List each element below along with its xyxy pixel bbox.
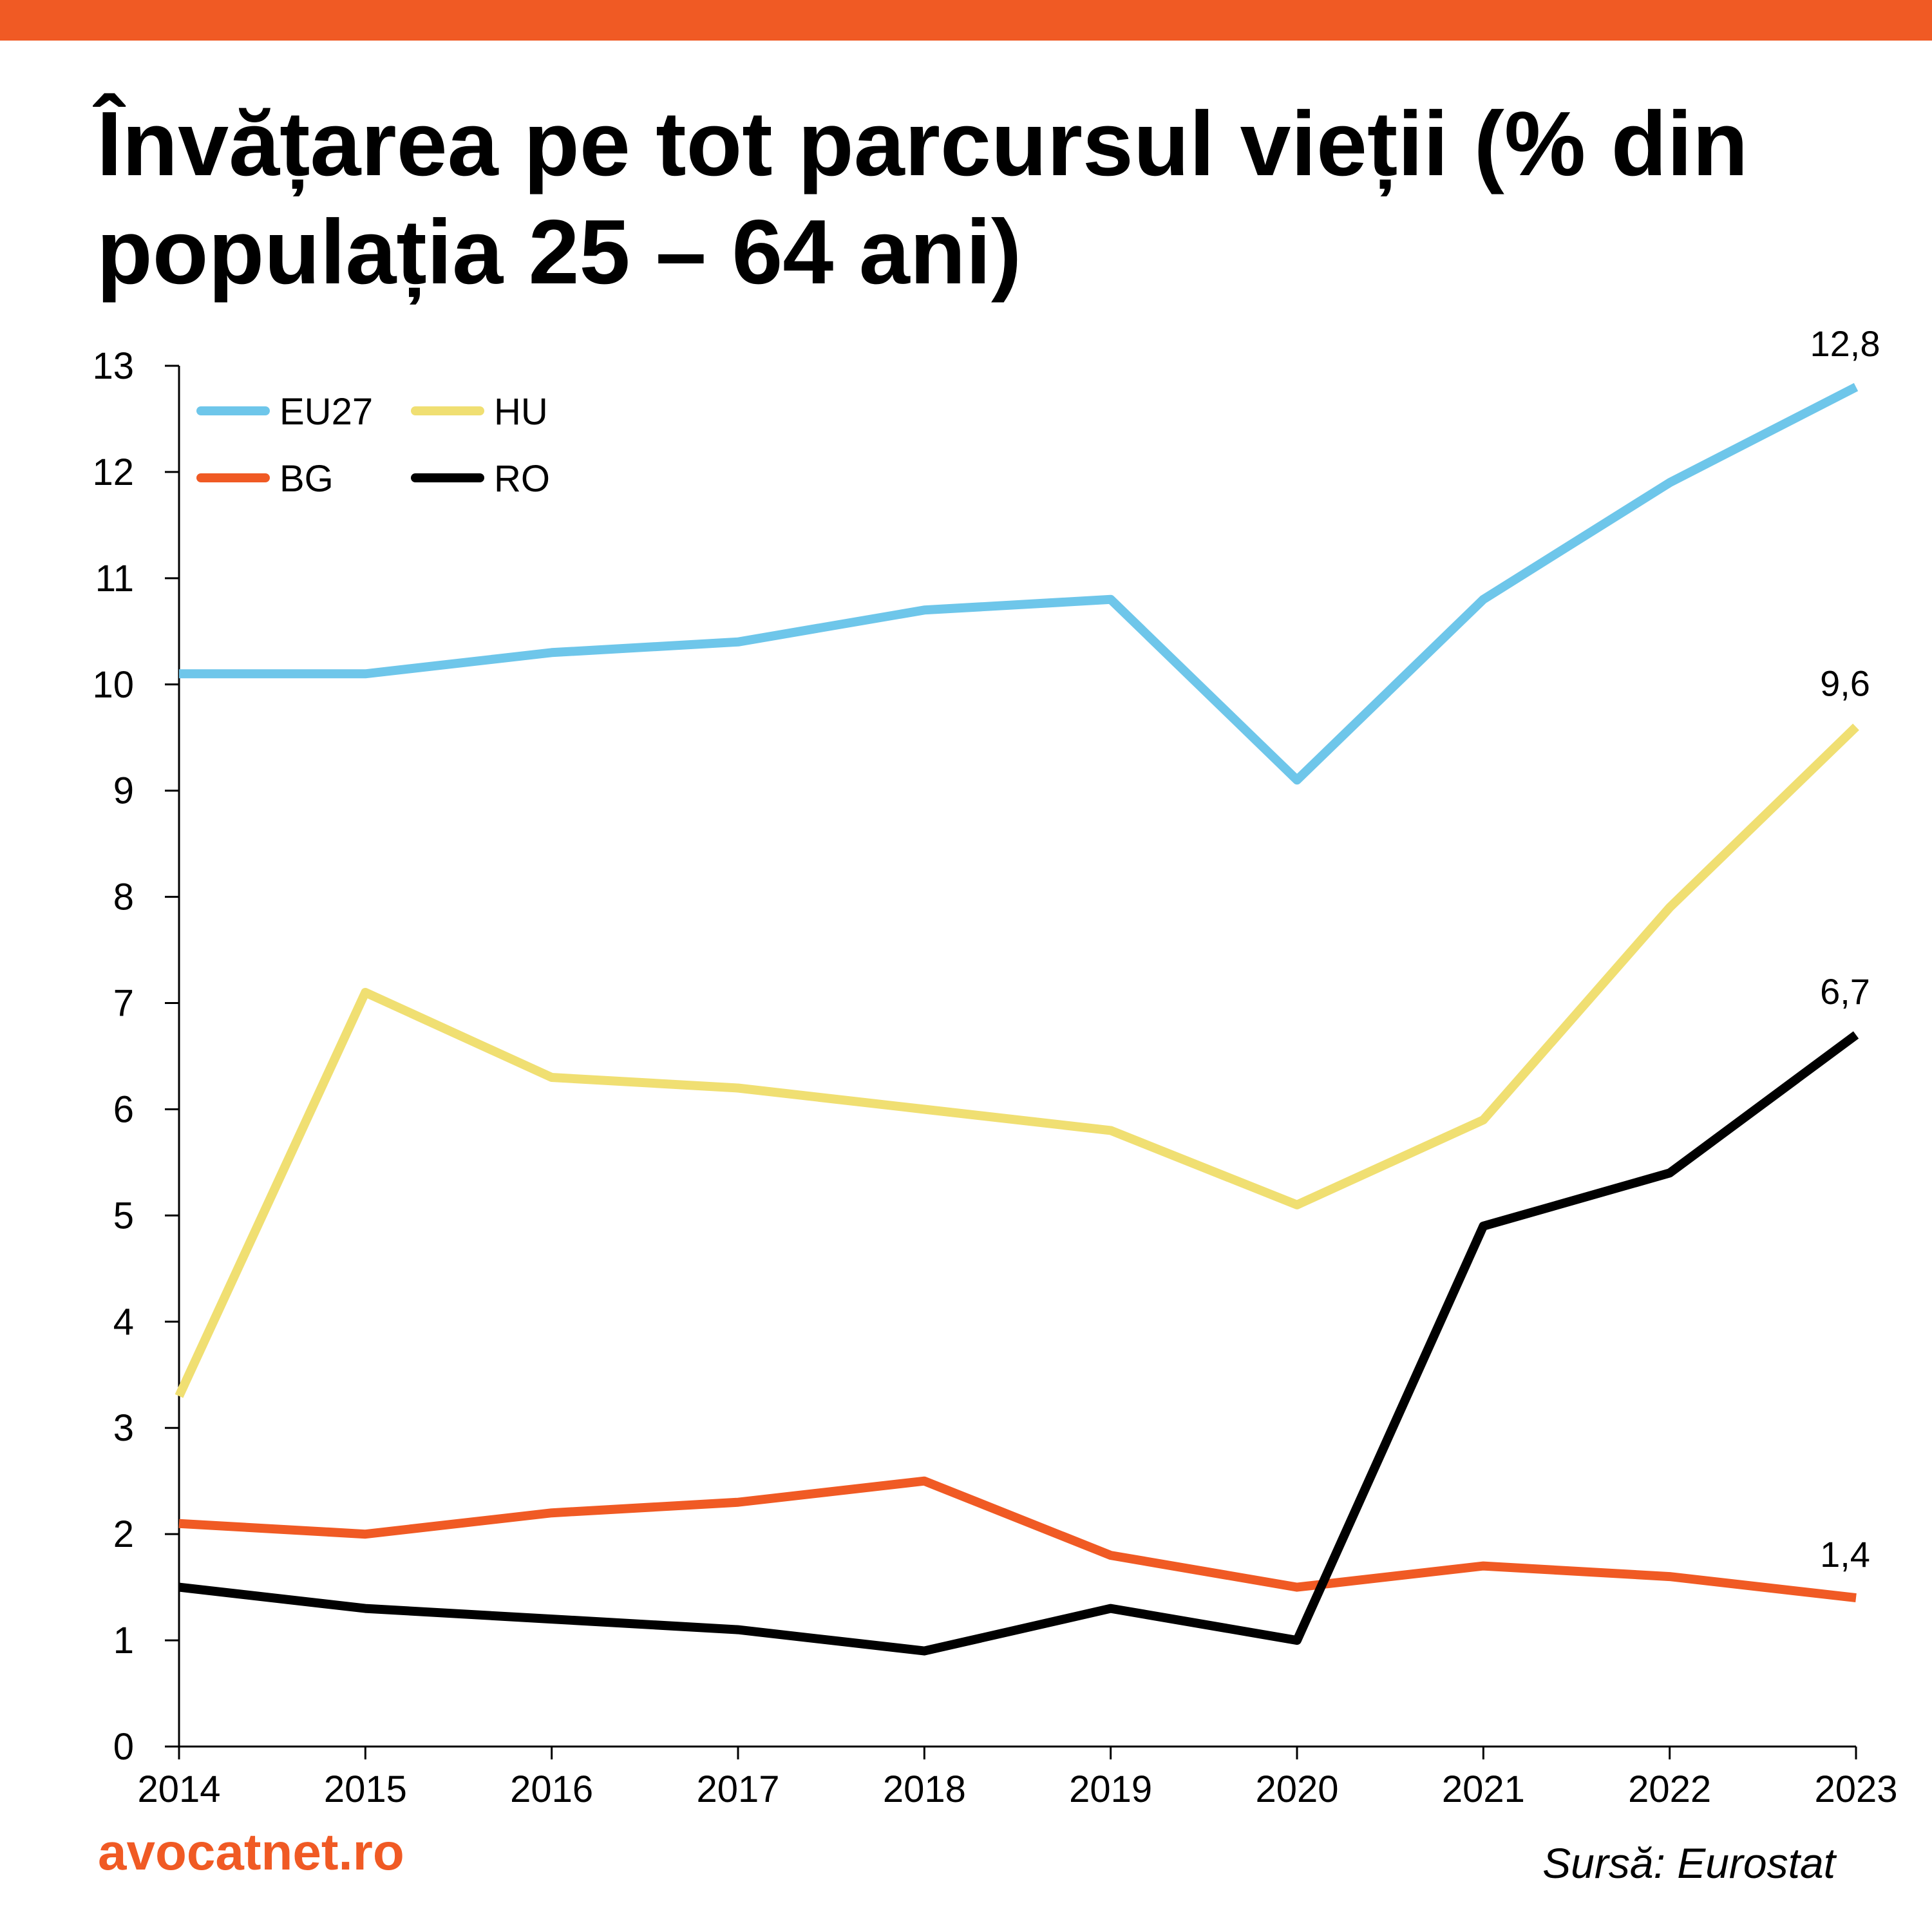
x-tick-label: 2023 [1814, 1768, 1897, 1810]
y-tick-label: 8 [113, 876, 134, 918]
end-label-hu: 9,6 [1820, 663, 1870, 704]
legend-label-bg: BG [279, 458, 334, 500]
x-tick-label: 2022 [1628, 1768, 1711, 1810]
chart-title: Învățarea pe tot parcursul vieții (% din… [97, 93, 1748, 303]
x-tick-label: 2021 [1442, 1768, 1525, 1810]
x-tick-label: 2015 [324, 1768, 407, 1810]
chart-legend: EU27 HU BG RO [196, 391, 550, 500]
x-tick-label: 2014 [137, 1768, 220, 1810]
x-tick-label: 2017 [696, 1768, 779, 1810]
brand-logo-text[interactable]: avocatnet.ro [98, 1823, 404, 1880]
chart-series-lines [175, 383, 1859, 1656]
x-tick-label: 2020 [1255, 1768, 1338, 1810]
end-label-bg: 1,4 [1820, 1534, 1870, 1575]
series-line-hu [175, 723, 1859, 1398]
x-tick-label: 2019 [1069, 1768, 1152, 1810]
top-accent-bar [0, 0, 1932, 41]
series-line-eu27 [179, 383, 1859, 785]
y-tick-label: 7 [113, 983, 134, 1025]
y-tick-label: 3 [113, 1407, 134, 1449]
legend-label-ro: RO [494, 458, 550, 500]
y-tick-label: 11 [95, 558, 134, 600]
chart-end-labels: 12,8 9,6 1,4 6,7 [1810, 323, 1880, 1575]
end-label-ro: 6,7 [1820, 971, 1870, 1012]
y-tick-label: 1 [113, 1620, 134, 1662]
x-tick-label: 2016 [510, 1768, 593, 1810]
y-tick-label: 0 [113, 1726, 134, 1768]
x-tick-label: 2018 [883, 1768, 966, 1810]
legend-label-eu27: EU27 [279, 391, 373, 433]
y-tick-label: 10 [92, 664, 134, 706]
source-note: Sursă: Eurostat [1542, 1839, 1835, 1887]
end-label-eu27: 12,8 [1810, 323, 1880, 364]
legend-label-hu: HU [494, 391, 548, 433]
y-tick-label: 6 [113, 1088, 134, 1130]
y-tick-label: 12 [92, 451, 134, 493]
series-line-ro [178, 1031, 1859, 1656]
y-tick-label: 5 [113, 1195, 134, 1236]
y-tick-label: 4 [113, 1301, 134, 1343]
y-tick-label: 13 [92, 345, 134, 387]
y-tick-label: 9 [113, 770, 134, 812]
y-tick-label: 2 [113, 1513, 134, 1555]
series-line-bg [178, 1476, 1857, 1603]
